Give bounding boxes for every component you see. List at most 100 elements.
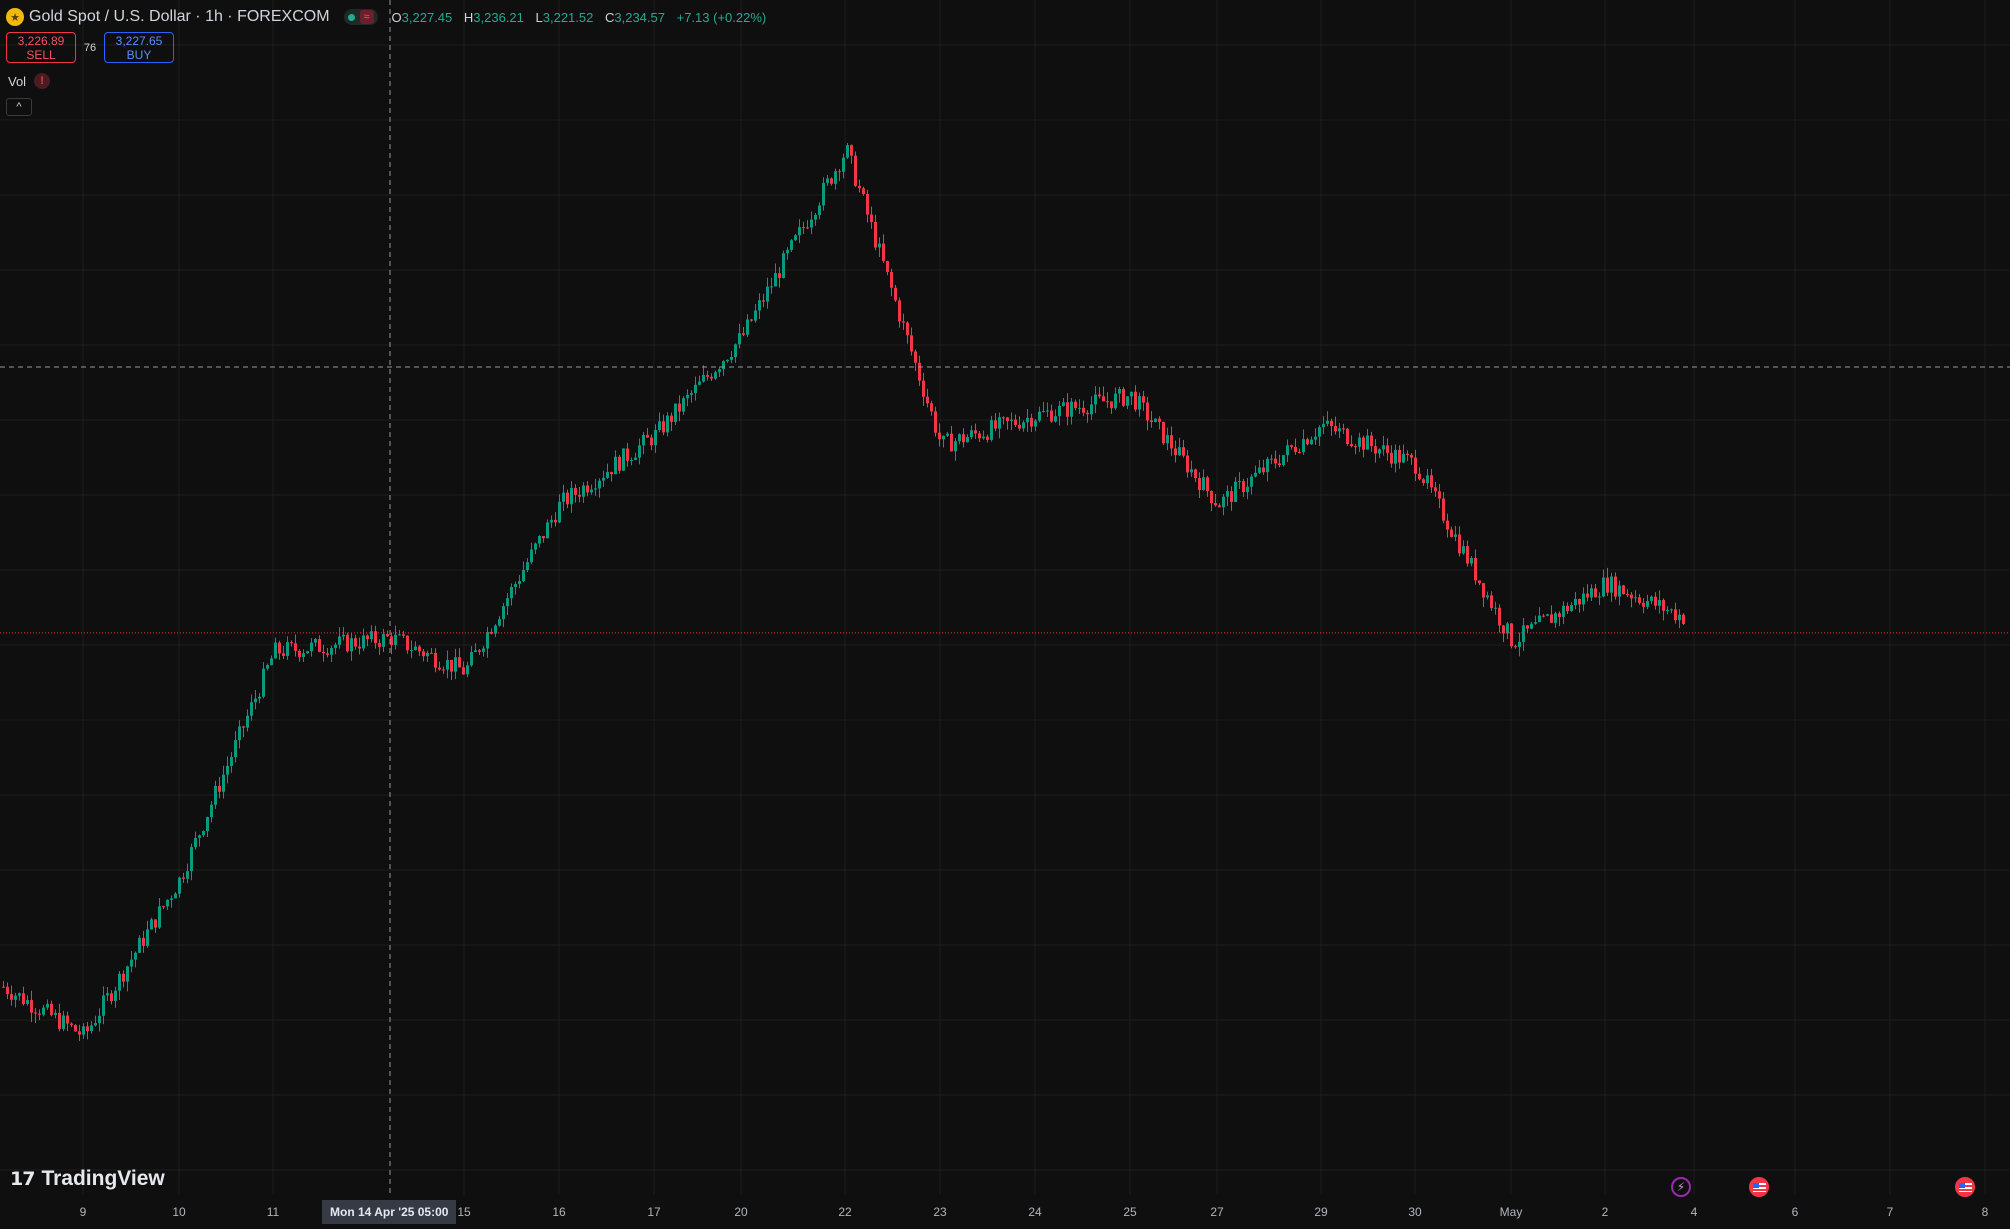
candle-body <box>1094 394 1097 405</box>
us-flag-icon[interactable] <box>1749 1177 1769 1197</box>
candle-body <box>1074 401 1077 409</box>
candle-body <box>1118 389 1121 394</box>
candle-body <box>1610 576 1613 593</box>
time-axis-label: 30 <box>1408 1205 1422 1219</box>
candle-body <box>338 636 341 645</box>
candle-body <box>1226 491 1229 497</box>
candle-body <box>806 227 809 229</box>
candle-body <box>634 457 637 460</box>
candle-body <box>1122 389 1125 406</box>
candle-body <box>1378 449 1381 454</box>
candle-body <box>422 651 425 657</box>
volume-indicator[interactable]: Vol ! <box>8 73 51 89</box>
candle-body <box>598 480 601 489</box>
candle-body <box>374 631 377 644</box>
candle-body <box>1514 646 1517 648</box>
candle-body <box>954 441 957 452</box>
candle-body <box>938 432 941 440</box>
candle-body <box>1426 475 1429 484</box>
candle-body <box>1194 469 1197 479</box>
close-label: C <box>604 9 615 25</box>
time-axis-label: 11 <box>266 1205 280 1219</box>
candle-body <box>618 456 621 471</box>
symbol-title[interactable]: Gold Spot / U.S. Dollar · 1h · FOREXCOM <box>29 8 330 25</box>
candle-body <box>650 437 653 446</box>
candle-body <box>974 430 977 434</box>
candle-body <box>1434 487 1437 492</box>
candle-body <box>314 639 317 643</box>
candle-body <box>1550 614 1553 623</box>
candle-body <box>1010 419 1013 421</box>
candle-body <box>454 657 457 672</box>
candle-body <box>882 243 885 262</box>
candle-body <box>54 1012 57 1015</box>
candle-body <box>330 648 333 655</box>
lightning-icon[interactable]: ⚡ <box>1671 1177 1691 1197</box>
candle-body <box>1522 625 1525 642</box>
candle-body <box>1670 609 1673 611</box>
candle-body <box>510 586 513 599</box>
time-axis-label: 9 <box>79 1205 87 1219</box>
candle-body <box>1350 444 1353 447</box>
candle-body <box>862 188 865 194</box>
candle-body <box>1658 599 1661 606</box>
buy-button[interactable]: 3,227.65 BUY <box>104 32 174 63</box>
candle-body <box>370 631 373 640</box>
us-flag-icon[interactable] <box>1955 1177 1975 1197</box>
tradingview-logo[interactable]: 17 TradingView <box>10 1167 165 1191</box>
candle-body <box>790 240 793 250</box>
sell-button[interactable]: 3,226.89 SELL <box>6 32 76 63</box>
candle-body <box>1322 423 1325 428</box>
candle-body <box>174 893 177 899</box>
candle-body <box>582 485 585 497</box>
candle-body <box>154 919 157 928</box>
candle-body <box>754 310 757 321</box>
candle-body <box>782 253 785 278</box>
candle-body <box>522 569 525 582</box>
candle-body <box>1622 585 1625 595</box>
candle-body <box>966 437 969 443</box>
candle-body <box>594 488 597 490</box>
candle-body <box>282 653 285 656</box>
candle-body <box>1346 428 1349 445</box>
candle-body <box>958 434 961 442</box>
candle-body <box>774 273 777 287</box>
candle-body <box>610 471 613 475</box>
candle-body <box>1598 596 1601 598</box>
candle-body <box>986 436 989 440</box>
candle-body <box>698 381 701 385</box>
candle-body <box>1018 424 1021 429</box>
candle-body <box>94 1023 97 1026</box>
time-axis-label: May <box>1499 1205 1523 1219</box>
candle-body <box>906 322 909 336</box>
candle-body <box>1506 623 1509 634</box>
candle-body <box>1090 404 1093 415</box>
candle-body <box>1274 458 1277 464</box>
candle-body <box>238 726 241 741</box>
candle-body <box>946 433 949 436</box>
candle-body <box>214 785 217 805</box>
collapse-legend-button[interactable]: ^ <box>6 98 32 116</box>
candle-body <box>462 667 465 675</box>
time-axis-label: 16 <box>552 1205 566 1219</box>
candle-body <box>526 562 529 570</box>
candle-body <box>878 243 881 248</box>
chart-grid <box>0 0 2010 1195</box>
candle-body <box>242 726 245 728</box>
candle-body <box>26 1000 29 1005</box>
candle-body <box>1154 418 1157 422</box>
candle-body <box>290 642 293 644</box>
candle-body <box>1438 491 1441 499</box>
candle-body <box>1262 467 1265 473</box>
candle-body <box>1354 446 1357 448</box>
candle-body <box>702 375 705 382</box>
candle-body <box>746 319 749 335</box>
warning-icon[interactable]: ! <box>34 73 51 89</box>
candle-body <box>1250 476 1253 487</box>
candle-body <box>1334 426 1337 432</box>
market-status[interactable]: ≈ <box>343 9 378 25</box>
candle-body <box>826 178 829 183</box>
market-open-dot-icon <box>347 13 355 21</box>
gold-coin-icon: ★ <box>6 8 24 26</box>
